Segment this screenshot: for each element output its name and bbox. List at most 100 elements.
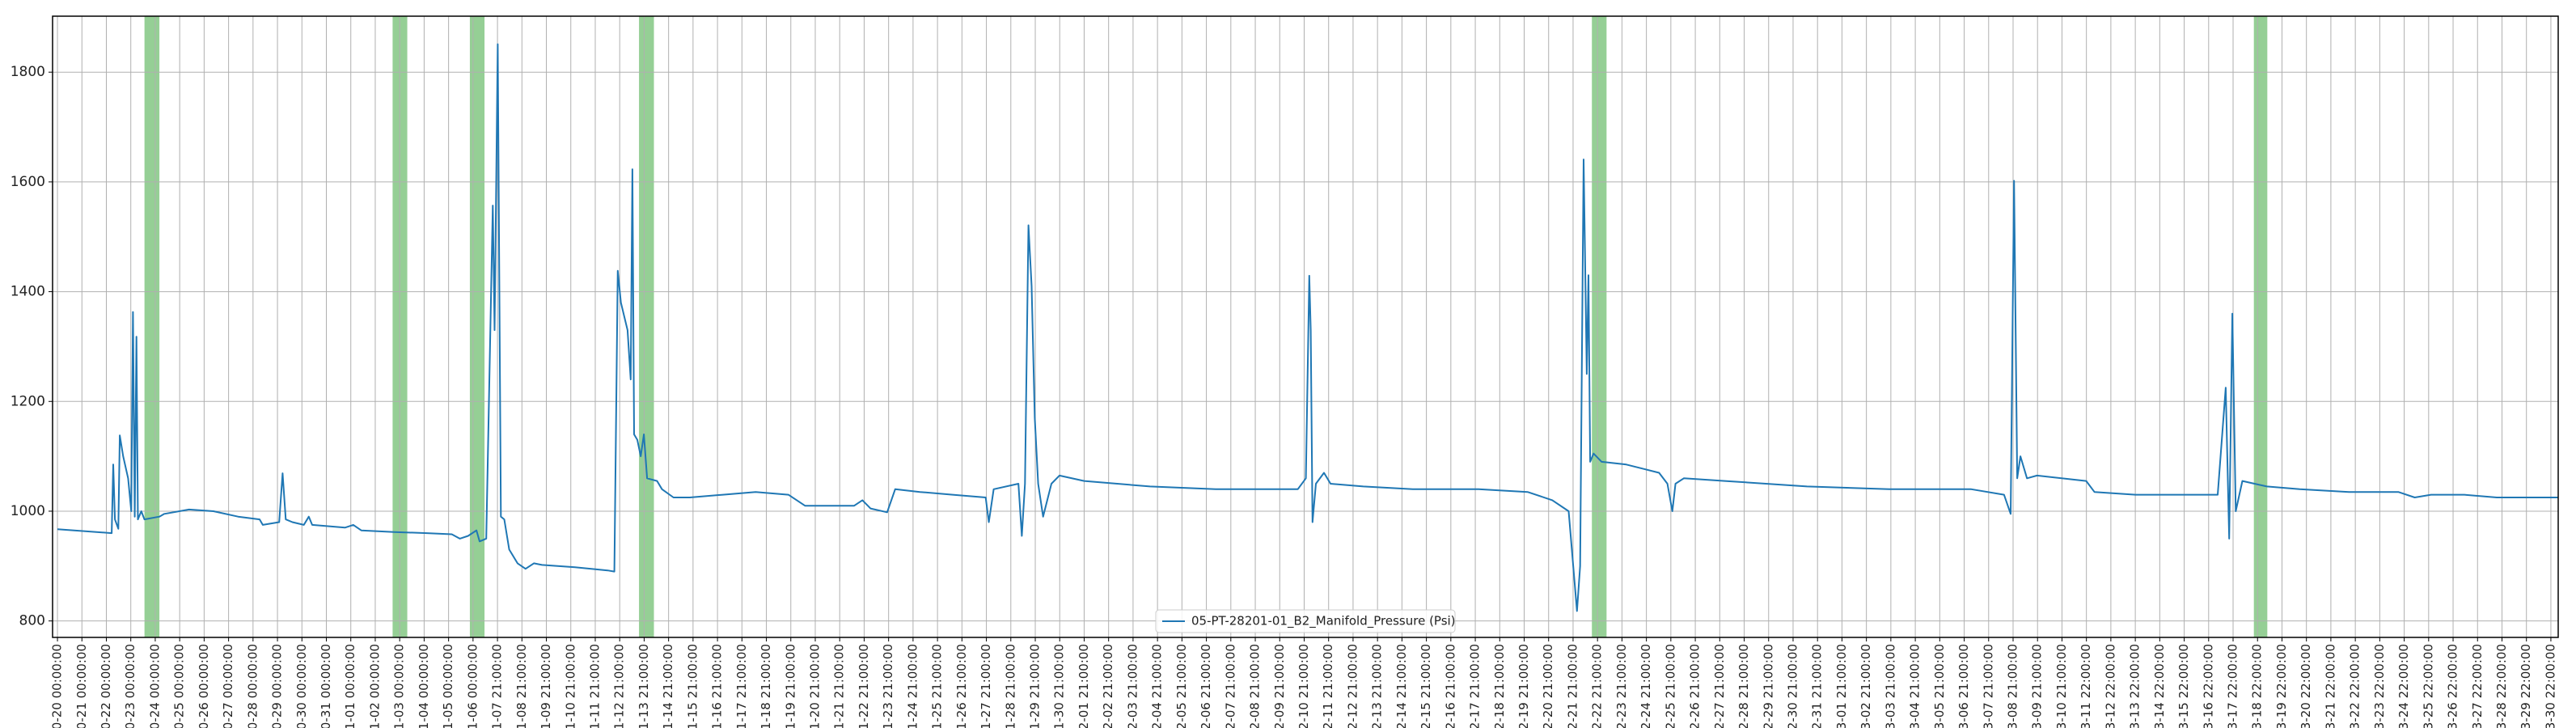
y-tick-label: 1800 [11,64,45,80]
x-tick-label: 2-06 21:00:00 [1199,644,1213,728]
x-tick-label: 3-02 21:00:00 [1859,644,1873,728]
plot-frame [52,15,2559,638]
x-tick-label: 3-23 22:00:00 [2372,644,2387,728]
x-tick-label: 0-20 00:00:00 [50,644,65,728]
x-tick-label: 3-24 22:00:00 [2396,644,2411,728]
data-line [57,43,2558,612]
x-tick-label: 1-07 21:00:00 [490,644,505,728]
x-tick-label: 1-03 00:00:00 [392,644,407,728]
x-tick-label: 2-08 21:00:00 [1248,644,1263,728]
x-tick-label: 2-19 21:00:00 [1516,644,1531,728]
highlight-span [1592,16,1607,637]
x-tick-label: 1-15 21:00:00 [685,644,700,728]
x-tick-label: 2-09 21:00:00 [1272,644,1287,728]
x-tick-label: 1-16 21:00:00 [710,644,725,728]
x-tick-label: 3-11 22:00:00 [2079,644,2093,728]
x-tick-label: 3-25 22:00:00 [2421,644,2435,728]
x-tick-label: 1-23 21:00:00 [881,644,895,728]
y-tick-label: 800 [19,613,45,629]
y-tick-label: 1200 [11,393,45,409]
x-tick-label: 3-19 22:00:00 [2274,644,2289,728]
x-tick-label: 2-14 21:00:00 [1394,644,1409,728]
y-tick-label: 1600 [11,174,45,190]
y-tick-label: 1000 [11,503,45,519]
x-tick-label: 2-05 21:00:00 [1174,644,1189,728]
x-tick-label: 1-21 21:00:00 [832,644,847,728]
x-tick-label: 3-06 21:00:00 [1956,644,1971,728]
x-tick-label: 1-08 21:00:00 [514,644,529,728]
x-tick-label: 1-30 21:00:00 [1052,644,1067,728]
x-tick-label: 2-22 21:00:00 [1590,644,1605,728]
x-tick-label: 3-08 21:00:00 [2005,644,2020,728]
x-tick-label: 2-01 21:00:00 [1077,644,1091,728]
x-tick-label: 1-13 21:00:00 [637,644,651,728]
x-tick-label: 1-26 21:00:00 [954,644,969,728]
x-tick-label: 3-21 22:00:00 [2323,644,2337,728]
x-tick-label: 1-05 00:00:00 [441,644,455,728]
x-tick-label: 1-04 00:00:00 [417,644,431,728]
x-tick-label: 2-07 21:00:00 [1223,644,1237,728]
x-tick-label: 2-31 21:00:00 [1810,644,1825,728]
x-tick-label: 1-17 21:00:00 [734,644,749,728]
x-tick-label: 3-18 22:00:00 [2250,644,2265,728]
x-tick-label: 2-03 21:00:00 [1125,644,1140,728]
x-tick-label: 2-12 21:00:00 [1345,644,1360,728]
x-tick-label: 3-10 21:00:00 [2054,644,2069,728]
x-tick-label: 2-11 21:00:00 [1321,644,1335,728]
x-tick-label: 0-31 00:00:00 [319,644,333,728]
x-tick-label: 1-28 21:00:00 [1003,644,1017,728]
x-tick-label: 0-23 00:00:00 [123,644,137,728]
x-tick-label: 3-12 22:00:00 [2103,644,2117,728]
x-tick-label: 0-30 00:00:00 [294,644,309,728]
legend-box [1155,609,1456,633]
x-tick-label: 0-27 00:00:00 [221,644,235,728]
x-tick-label: 2-29 21:00:00 [1761,644,1775,728]
x-tick-label: 0-29 00:00:00 [270,644,285,728]
x-tick-label: 2-15 21:00:00 [1419,644,1433,728]
x-tick-label: 1-14 21:00:00 [661,644,675,728]
legend-label: 05-PT-28201-01_B2_Manifold_Pressure (Psi… [1191,614,1456,629]
x-tick-label: 3-28 22:00:00 [2494,644,2509,728]
x-tick-label: 3-03 21:00:00 [1883,644,1897,728]
x-tick-label: 2-30 21:00:00 [1785,644,1800,728]
x-tick-label: 1-19 21:00:00 [783,644,797,728]
x-tick-label: 3-15 22:00:00 [2176,644,2191,728]
x-tick-label: 1-24 21:00:00 [905,644,920,728]
x-tick-label: 3-27 22:00:00 [2470,644,2485,728]
x-tick-label: 2-24 21:00:00 [1639,644,1653,728]
x-tick-label: 1-22 21:00:00 [857,644,871,728]
x-tick-label: 2-18 21:00:00 [1492,644,1507,728]
x-tick-label: 3-29 22:00:00 [2519,644,2533,728]
x-tick-label: 0-28 00:00:00 [245,644,260,728]
x-tick-label: 2-16 21:00:00 [1443,644,1457,728]
x-tick-label: 3-16 22:00:00 [2201,644,2215,728]
highlight-span [639,16,654,637]
x-tick-label: 3-05 21:00:00 [1932,644,1947,728]
x-tick-label: 2-28 21:00:00 [1736,644,1751,728]
x-tick-label: 3-17 22:00:00 [2226,644,2240,728]
x-tick-label: 1-18 21:00:00 [759,644,773,728]
x-tick-label: 1-12 21:00:00 [612,644,627,728]
y-tick-label: 1400 [11,284,45,300]
x-tick-label: 3-30 22:00:00 [2543,644,2557,728]
x-tick-label: 3-07 21:00:00 [1981,644,1995,728]
x-tick-label: 2-26 21:00:00 [1688,644,1703,728]
x-tick-label: 3-09 21:00:00 [2030,644,2045,728]
highlight-span [144,16,160,637]
x-tick-label: 1-02 00:00:00 [367,644,382,728]
x-tick-label: 1-01 00:00:00 [343,644,357,728]
x-tick-label: 3-04 21:00:00 [1908,644,1922,728]
x-tick-label: 2-13 21:00:00 [1370,644,1385,728]
x-tick-label: 0-22 00:00:00 [99,644,113,728]
x-tick-label: 2-04 21:00:00 [1150,644,1165,728]
x-tick-label: 0-24 00:00:00 [147,644,162,728]
x-tick-label: 3-22 22:00:00 [2348,644,2362,728]
x-tick-label: 1-06 00:00:00 [465,644,480,728]
x-tick-label: 3-20 22:00:00 [2299,644,2313,728]
x-tick-label: 0-26 00:00:00 [197,644,211,728]
x-tick-label: 3-14 22:00:00 [2152,644,2167,728]
x-tick-label: 2-02 21:00:00 [1101,644,1115,728]
x-tick-label: 1-29 21:00:00 [1028,644,1043,728]
x-tick-label: 2-27 21:00:00 [1712,644,1727,728]
